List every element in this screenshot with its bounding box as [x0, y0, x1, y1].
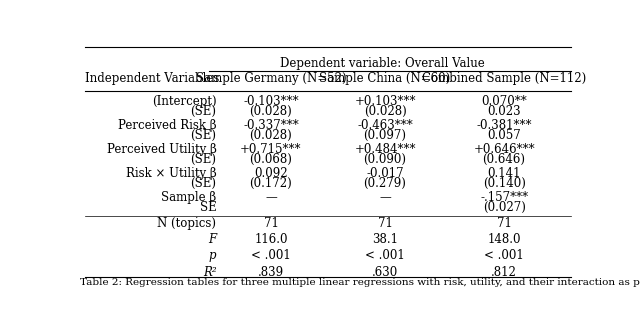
Text: Combined Sample (N=112): Combined Sample (N=112)	[422, 72, 586, 86]
Text: < .001: < .001	[484, 249, 524, 262]
Text: -0.017: -0.017	[366, 167, 404, 180]
Text: (0.172): (0.172)	[250, 177, 292, 190]
Text: -0.463***: -0.463***	[357, 119, 413, 132]
Text: (0.279): (0.279)	[364, 177, 406, 190]
Text: -.157***: -.157***	[480, 191, 528, 204]
Text: -0.103***: -0.103***	[243, 95, 299, 108]
Text: —: —	[265, 191, 277, 204]
Text: 116.0: 116.0	[254, 233, 288, 246]
Text: 38.1: 38.1	[372, 233, 398, 246]
Text: (SE): (SE)	[191, 177, 216, 190]
Text: -0.337***: -0.337***	[243, 119, 299, 132]
Text: 0.070**: 0.070**	[481, 95, 527, 108]
Text: —: —	[379, 191, 391, 204]
Text: 0.092: 0.092	[254, 167, 288, 180]
Text: R²: R²	[203, 266, 216, 279]
Text: Perceived Risk β: Perceived Risk β	[118, 119, 216, 132]
Text: (SE): (SE)	[191, 105, 216, 118]
Text: .839: .839	[258, 266, 284, 279]
Text: < .001: < .001	[251, 249, 291, 262]
Text: (Intercept): (Intercept)	[152, 95, 216, 108]
Text: (0.028): (0.028)	[364, 105, 406, 118]
Text: Table 2: Regression tables for three multiple linear regressions with risk, util: Table 2: Regression tables for three mul…	[80, 278, 640, 287]
Text: (0.028): (0.028)	[250, 105, 292, 118]
Text: (0.027): (0.027)	[483, 201, 525, 214]
Text: (0.068): (0.068)	[250, 153, 292, 166]
Text: 148.0: 148.0	[487, 233, 521, 246]
Text: (SE): (SE)	[191, 153, 216, 166]
Text: .812: .812	[491, 266, 517, 279]
Text: .630: .630	[372, 266, 398, 279]
Text: -0.381***: -0.381***	[476, 119, 532, 132]
Text: 0.023: 0.023	[487, 105, 521, 118]
Text: 71: 71	[497, 217, 511, 230]
Text: (0.140): (0.140)	[483, 177, 525, 190]
Text: (0.646): (0.646)	[483, 153, 525, 166]
Text: Independent Variables: Independent Variables	[85, 72, 220, 86]
Text: 71: 71	[264, 217, 278, 230]
Text: +0.715***: +0.715***	[240, 143, 301, 156]
Text: +0.103***: +0.103***	[355, 95, 416, 108]
Text: (0.028): (0.028)	[250, 129, 292, 142]
Text: Dependent variable: Overall Value: Dependent variable: Overall Value	[280, 57, 485, 70]
Text: 0.057: 0.057	[487, 129, 521, 142]
Text: (0.097): (0.097)	[364, 129, 406, 142]
Text: (SE): (SE)	[191, 129, 216, 142]
Text: SE: SE	[200, 201, 216, 214]
Text: +0.646***: +0.646***	[473, 143, 535, 156]
Text: < .001: < .001	[365, 249, 405, 262]
Text: Sample Germany (N=52): Sample Germany (N=52)	[196, 72, 346, 86]
Text: Sample China (N=60): Sample China (N=60)	[319, 72, 451, 86]
Text: Perceived Utility β: Perceived Utility β	[106, 143, 216, 156]
Text: F: F	[208, 233, 216, 246]
Text: +0.484***: +0.484***	[355, 143, 416, 156]
Text: 71: 71	[378, 217, 392, 230]
Text: p: p	[209, 249, 216, 262]
Text: 0.141: 0.141	[487, 167, 521, 180]
Text: Sample β: Sample β	[161, 191, 216, 204]
Text: N (topics): N (topics)	[157, 217, 216, 230]
Text: Risk × Utility β: Risk × Utility β	[125, 167, 216, 180]
Text: (0.090): (0.090)	[364, 153, 406, 166]
